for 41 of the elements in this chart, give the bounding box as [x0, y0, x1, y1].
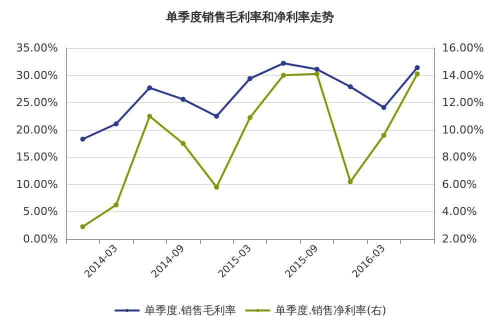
y-tick-label: 30.00%	[16, 68, 58, 82]
point	[214, 114, 220, 119]
point	[248, 76, 252, 82]
point	[114, 121, 119, 126]
point	[214, 184, 220, 190]
y2-tick-label: 6.00%	[442, 178, 477, 191]
point	[381, 104, 386, 110]
point	[114, 202, 119, 208]
y-tick-label: 0.00%	[23, 232, 58, 246]
y2-tick-label: 14.00%	[442, 68, 484, 82]
chart-title: 单季度销售毛利率和净利率走势	[165, 10, 334, 24]
point	[348, 84, 353, 90]
y2-tick-label: 12.00%	[442, 96, 484, 110]
y2-tick-label: 16.00%	[442, 42, 484, 54]
point	[348, 179, 353, 184]
point	[381, 132, 386, 138]
point	[414, 65, 420, 70]
point	[280, 72, 286, 78]
point	[414, 71, 420, 76]
y-tick-label: 5.00%	[23, 205, 58, 218]
point	[314, 66, 320, 72]
y-tick-label: 15.00%	[16, 150, 58, 164]
point	[248, 115, 252, 120]
point	[180, 96, 186, 102]
y-tick-label: 20.00%	[16, 123, 58, 136]
y2-tick-label: 10.00%	[442, 123, 484, 136]
y2-tick-label: 2.00%	[442, 232, 477, 246]
point	[280, 60, 286, 66]
legend-label: 单季度.销售毛利率	[144, 304, 236, 317]
y2-tick-label: 4.00%	[442, 205, 477, 218]
point	[147, 85, 152, 90]
y-tick-label: 25.00%	[16, 96, 58, 110]
point	[80, 136, 86, 142]
point	[80, 224, 86, 230]
point	[147, 114, 152, 119]
y-tick-label: 10.00%	[16, 178, 58, 191]
point	[180, 141, 186, 146]
legend-label: 单季度.销售净利率(右)	[275, 304, 386, 317]
y-tick-label: 35.00%	[16, 42, 58, 54]
point	[314, 71, 320, 76]
y2-tick-label: 8.00%	[442, 150, 477, 164]
